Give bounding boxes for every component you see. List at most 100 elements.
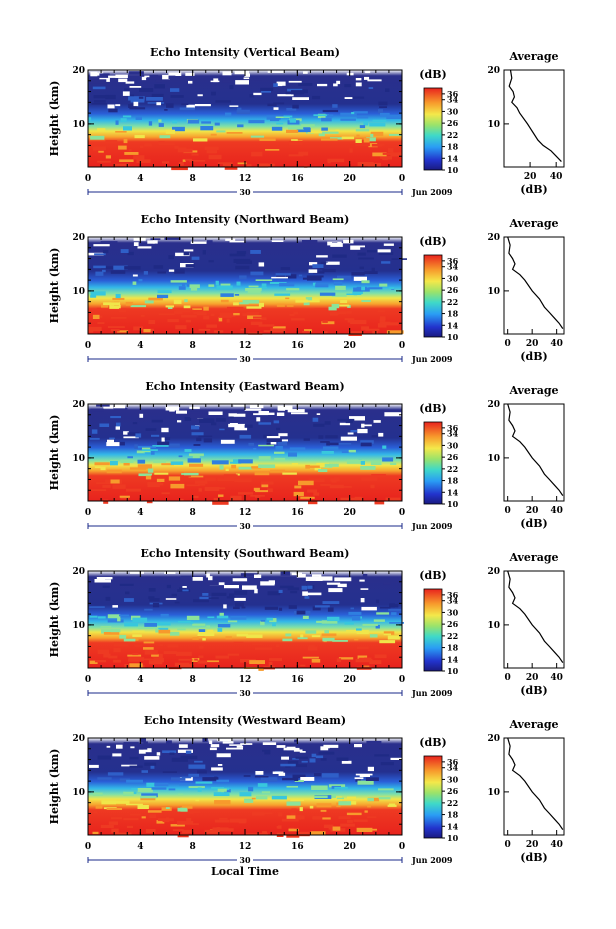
heatmap-cell [256,417,261,422]
heatmap-cell [389,622,404,624]
heatmap-cell [191,256,200,260]
heatmap-cell [322,109,339,113]
heatmap-cell [134,644,143,647]
heatmap-cell [197,787,202,792]
heatmap-cell [367,250,379,253]
heatmap-cell [144,756,160,760]
heatmap-cell [238,492,254,495]
heatmap-cell [316,803,332,808]
heatmap-cell [181,776,192,779]
avg-y-tick-label: 10 [487,454,500,464]
panel-title: Echo Intensity (Southward Beam) [141,547,350,560]
heatmap-cell [297,831,310,837]
x-tick-label: 8 [190,508,196,518]
heatmap-cell [276,826,280,829]
heatmap-cell [261,90,271,93]
heatmap-cell [97,322,105,324]
heatmap-cell [382,457,394,462]
heatmap-cell [103,632,120,635]
heatmap-cell [158,627,169,631]
avg-y-tick-label: 20 [487,734,500,744]
heatmap-cell [202,777,219,781]
heatmap-cell [319,576,333,581]
heatmap-cell [354,744,362,748]
heatmap-cell [204,829,220,834]
heatmap-cell [103,653,111,658]
heatmap-cell [368,87,374,89]
heatmap-cell [193,444,201,446]
heatmap-cell [133,242,139,246]
heatmap-cell [120,118,127,122]
heatmap-cell [151,434,160,437]
heatmap-cell [327,158,345,163]
heatmap-cell [309,465,320,469]
heatmap-cell [347,796,356,799]
heatmap-cell [332,254,347,258]
heatmap-cell [316,255,328,258]
heatmap-cell [110,628,121,633]
heatmap-cell [229,85,234,90]
heatmap-cell [360,461,365,465]
heatmap-cell [320,809,327,812]
heatmap-cell [267,70,284,73]
heatmap-cell [229,416,234,419]
heatmap-cell [112,753,122,757]
heatmap-cell [352,616,361,621]
heatmap-cell [260,777,278,782]
date-label: Jun 2009 [411,855,453,865]
heatmap-cell [303,71,308,74]
heatmap-cell [384,322,399,326]
x-tick-label: 16 [291,341,304,351]
heatmap-cell [105,94,116,100]
heatmap-cell [240,659,256,663]
heatmap-cell [132,630,145,633]
heatmap-cell [170,824,185,827]
heatmap-cell [184,449,192,452]
heatmap-cell [291,463,298,466]
day-label: 30 [239,521,251,531]
heatmap-cell [198,328,211,331]
heatmap-cell [207,616,215,619]
heatmap-cell [279,585,294,589]
colorbar-tick-label: 30 [447,607,459,617]
heatmap-cell [229,105,239,107]
heatmap-cell [163,651,177,654]
heatmap-cell [226,132,243,134]
heatmap-cell [94,462,110,466]
heatmap-cell [179,783,196,786]
heatmap-cell [301,585,307,590]
colorbar [423,421,443,505]
heatmap-cell [255,490,268,493]
heatmap-cell [286,305,294,307]
heatmap-cell [198,655,204,658]
heatmap-cell [208,284,215,287]
heatmap-cell [123,818,139,821]
heatmap-cell [172,120,177,124]
heatmap-cell [88,326,102,332]
heatmap-cell [168,788,176,791]
heatmap-cell [222,78,232,83]
avg-x-label: (dB) [520,350,547,363]
heatmap-cell [153,265,164,269]
heatmap-cell [289,447,306,451]
heatmap-cell [308,269,318,273]
heatmap-cell [187,474,191,477]
heatmap-cell [258,324,275,327]
heatmap-cell [97,315,103,318]
heatmap-cell [204,486,220,491]
heatmap-cell [360,598,365,603]
heatmap-cell [110,817,122,820]
heatmap-cell [206,150,217,154]
heatmap-cell [328,748,339,751]
heatmap-cell [164,572,176,574]
heatmap-cell [276,275,286,279]
heatmap-cell [185,264,195,268]
heatmap-cell [175,325,187,330]
heatmap-cell [89,764,99,768]
heatmap-cell [198,629,206,633]
date-label: Jun 2009 [411,521,453,531]
heatmap-cell [182,586,187,590]
heatmap-cell [141,449,158,451]
colorbar-tick-label: 10 [447,666,459,676]
heatmap-cell [194,480,208,484]
